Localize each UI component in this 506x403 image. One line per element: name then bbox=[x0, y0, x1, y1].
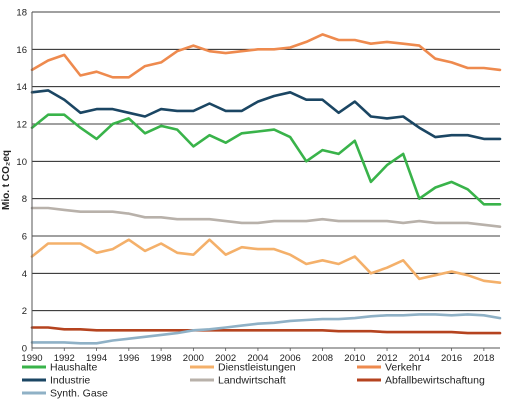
series-line-dienstleistungen bbox=[30, 238, 502, 285]
series-line-haushalte bbox=[30, 113, 502, 206]
y-tick-label: 10 bbox=[16, 157, 27, 168]
legend-label: Synth. Gase bbox=[50, 388, 108, 400]
legend-item: Industrie bbox=[22, 375, 90, 387]
x-tick-label: 2018 bbox=[473, 353, 494, 364]
y-tick-label: 4 bbox=[22, 269, 27, 280]
legend-item: Landwirtschaft bbox=[190, 375, 286, 387]
x-tick-label: 1994 bbox=[86, 353, 107, 364]
legend-label: Haushalte bbox=[50, 362, 97, 374]
y-tick-label: 6 bbox=[22, 232, 27, 243]
y-tick-labels: 0 2 4 6 8 10 12 14 16 18 bbox=[16, 8, 27, 355]
series-line-industrie bbox=[30, 89, 502, 141]
legend-item: Dienstleistungen bbox=[190, 362, 296, 374]
legend-item: Verkehr bbox=[357, 362, 422, 374]
y-tick-label: 16 bbox=[16, 45, 27, 56]
y-tick-label: 18 bbox=[16, 8, 27, 19]
legend-label: Landwirtschaft bbox=[218, 375, 286, 387]
gridlines bbox=[32, 11, 500, 312]
x-tick-label: 2004 bbox=[247, 353, 268, 364]
x-tick-label: 2014 bbox=[409, 353, 430, 364]
legend-label: Abfallbewirtschaftung bbox=[385, 375, 485, 387]
series-lines bbox=[30, 33, 502, 345]
x-tick-label: 1990 bbox=[21, 353, 42, 364]
legend-item: Synth. Gase bbox=[22, 388, 108, 400]
legend: Haushalte Dienstleistungen Verkehr Industri… bbox=[22, 362, 485, 400]
x-tick-label: 2002 bbox=[215, 353, 236, 364]
y-tick-label: 12 bbox=[16, 120, 27, 131]
x-tick-label: 2010 bbox=[344, 353, 365, 364]
legend-item: Abfallbewirtschaftung bbox=[357, 375, 485, 387]
x-tick-label: 1996 bbox=[118, 353, 139, 364]
legend-label: Industrie bbox=[50, 375, 90, 387]
y-axis-label: Mio. t CO₂eq bbox=[1, 150, 12, 210]
legend-item: Haushalte bbox=[22, 362, 97, 374]
y-tick-label: 0 bbox=[22, 344, 27, 355]
series-line-abfallbewirtschaftung bbox=[30, 326, 502, 335]
y-tick-label: 8 bbox=[22, 194, 27, 205]
x-tick-label: 1992 bbox=[54, 353, 75, 364]
y-tick-label: 14 bbox=[16, 82, 27, 93]
x-tick-label: 2006 bbox=[280, 353, 301, 364]
x-tick-label: 2000 bbox=[183, 353, 204, 364]
legend-label: Verkehr bbox=[385, 362, 422, 374]
series-line-verkehr bbox=[30, 33, 502, 79]
x-tick-label: 1998 bbox=[151, 353, 172, 364]
legend-label: Dienstleistungen bbox=[218, 362, 296, 374]
y-tick-label: 2 bbox=[22, 306, 27, 317]
series-line-landwirtschaft bbox=[30, 206, 502, 228]
series-line-synth-gase bbox=[30, 313, 502, 345]
x-tick-label: 2016 bbox=[441, 353, 462, 364]
x-tick-label: 2012 bbox=[376, 353, 397, 364]
x-tick-label: 2008 bbox=[312, 353, 333, 364]
